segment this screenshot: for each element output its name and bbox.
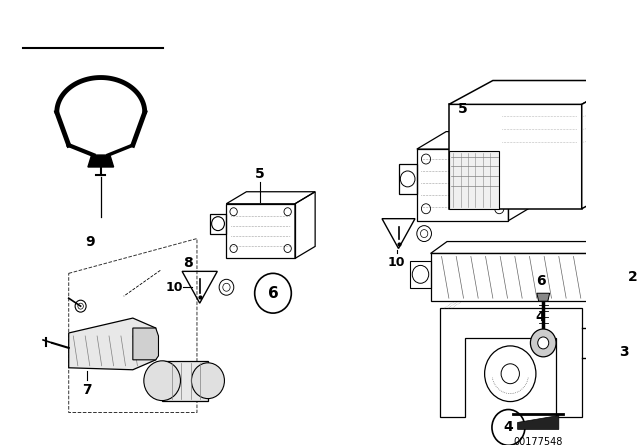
Text: 4: 4	[536, 310, 545, 324]
Polygon shape	[88, 155, 113, 167]
Text: 00177548: 00177548	[513, 437, 563, 448]
Polygon shape	[133, 328, 159, 360]
Polygon shape	[182, 271, 218, 303]
Polygon shape	[382, 219, 415, 249]
Polygon shape	[518, 415, 559, 429]
Text: 5: 5	[255, 167, 265, 181]
Polygon shape	[449, 151, 499, 209]
Text: 10: 10	[165, 281, 183, 294]
Polygon shape	[162, 361, 208, 401]
Text: 6: 6	[536, 274, 545, 289]
Polygon shape	[537, 293, 550, 301]
Text: 2: 2	[628, 270, 638, 284]
Text: 1: 1	[639, 108, 640, 121]
Polygon shape	[68, 318, 156, 370]
Circle shape	[144, 361, 180, 401]
Circle shape	[538, 337, 548, 349]
Text: 10: 10	[388, 256, 405, 269]
Text: 7: 7	[82, 383, 92, 396]
Text: 6: 6	[268, 286, 278, 301]
Text: 5: 5	[458, 102, 467, 116]
Text: 9: 9	[85, 235, 95, 249]
Text: 8: 8	[183, 256, 193, 271]
Circle shape	[191, 363, 225, 399]
Circle shape	[531, 329, 556, 357]
Polygon shape	[582, 81, 626, 209]
Polygon shape	[449, 81, 626, 104]
Text: 4: 4	[504, 420, 513, 435]
Polygon shape	[449, 104, 582, 209]
Text: 3: 3	[619, 345, 628, 359]
